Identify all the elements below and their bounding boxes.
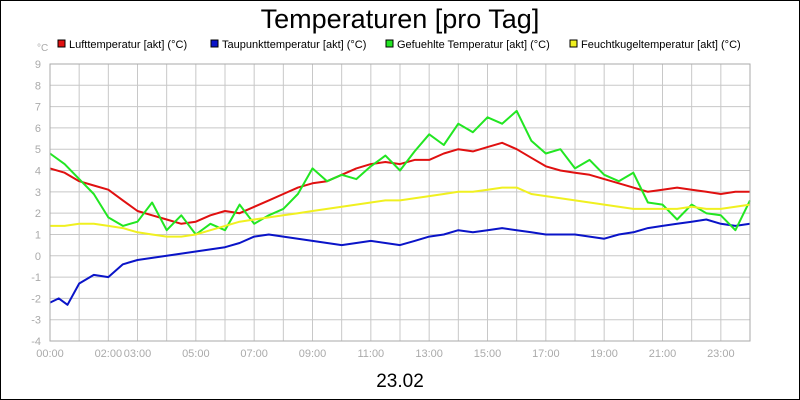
y-tick-label: -3: [31, 315, 41, 327]
legend-entry: Feuchtkugeltemperatur [akt] (°C): [581, 39, 741, 51]
plot-border: [49, 63, 751, 342]
x-tick-label: 03:00: [124, 348, 152, 360]
grid: [50, 63, 750, 342]
y-tick-label: 2: [35, 208, 41, 220]
x-tick-label: 19:00: [590, 348, 618, 360]
legend-entry: Lufttemperatur [akt] (°C): [69, 39, 187, 51]
x-tick-label: 09:00: [299, 348, 327, 360]
y-axis-unit: °C: [37, 43, 48, 54]
legend: Lufttemperatur [akt] (°C) Taupunkttempera…: [57, 39, 741, 51]
x-tick-label: 21:00: [649, 348, 677, 360]
legend-swatch: [385, 39, 394, 48]
legend-entry: Taupunkttemperatur [akt] (°C): [222, 39, 366, 51]
y-tick-label: 4: [35, 166, 41, 178]
y-tick-label: -1: [31, 272, 41, 284]
y-tick-label: 7: [35, 102, 41, 114]
y-tick-label: 5: [35, 144, 41, 156]
x-tick-label: 15:00: [474, 348, 502, 360]
date-label: 23.02: [376, 371, 424, 392]
legend-swatch: [57, 39, 66, 48]
legend-swatch: [210, 39, 219, 48]
x-tick-label: 23:00: [707, 348, 735, 360]
legend-swatch: [569, 39, 578, 48]
series-lines: [49, 109, 751, 306]
y-axis-ticks: -4 -3 -2 -1 0 1 2 3 4 5 6 7 8 9: [31, 59, 41, 348]
x-axis-ticks: 00:00 02:00 03:00 05:00 07:00 09:00 11:00 13:00…: [36, 348, 734, 360]
series-line-1: [49, 141, 750, 225]
x-tick-label: 17:00: [532, 348, 560, 360]
legend-entry: Gefuehlte Temperatur [akt] (°C): [397, 39, 550, 51]
series-line-2: [49, 218, 751, 306]
x-tick-label: 05:00: [182, 348, 210, 360]
series-line-3: [49, 109, 751, 236]
chart-title: Temperaturen [pro Tag]: [261, 4, 540, 34]
y-tick-label: 0: [35, 251, 41, 263]
y-tick-label: 3: [35, 187, 41, 199]
y-tick-label: 9: [35, 59, 41, 71]
y-tick-label: -4: [31, 336, 41, 348]
y-tick-label: 1: [35, 229, 41, 241]
series-line-4: [50, 186, 751, 238]
x-tick-label: 02:00: [95, 348, 123, 360]
y-tick-label: 8: [35, 80, 41, 92]
x-tick-label: 11:00: [357, 348, 384, 360]
x-tick-label: 13:00: [415, 348, 443, 360]
x-tick-label: 07:00: [240, 348, 268, 360]
y-tick-label: -2: [31, 293, 41, 305]
x-tick-label: 00:00: [36, 348, 64, 360]
y-tick-label: 6: [35, 123, 41, 135]
